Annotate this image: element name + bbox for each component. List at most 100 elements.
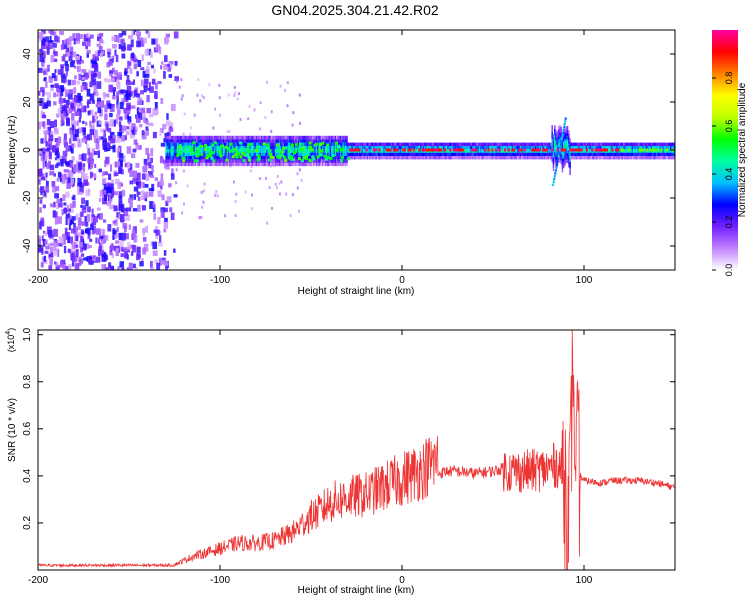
heatmap-cell: [555, 160, 557, 164]
heatmap-cell: [564, 135, 566, 139]
heatmap-cell: [319, 159, 322, 163]
heatmap-cell: [551, 125, 553, 129]
heatmap-cell: [262, 149, 264, 153]
heatmap-cell: [46, 65, 49, 70]
heatmap-cell: [238, 92, 240, 96]
heatmap-cell: [352, 152, 355, 156]
heatmap-cell: [384, 149, 387, 153]
heatmap-cell: [87, 99, 92, 104]
heatmap-cell: [644, 156, 646, 160]
heatmap-cell: [250, 159, 253, 163]
heatmap-cell: [202, 142, 204, 146]
heatmap-cell: [266, 152, 268, 156]
heatmap-cell: [566, 159, 569, 163]
heatmap-cell: [569, 141, 571, 145]
heatmap-cell: [76, 108, 81, 112]
heatmap-cell: [116, 139, 121, 143]
heatmap-cell: [261, 142, 263, 146]
heatmap-cell: [194, 135, 197, 140]
heatmap-peak: [483, 148, 487, 152]
heatmap-cell: [635, 145, 638, 150]
x-tick-label: 100: [576, 575, 593, 586]
heatmap-cell: [337, 135, 339, 140]
heatmap-cell: [669, 156, 672, 160]
heatmap-cell: [182, 152, 184, 156]
heatmap-cell: [301, 162, 304, 167]
heatmap-cell: [583, 142, 585, 146]
heatmap-cell: [86, 51, 89, 58]
heatmap-cell: [543, 142, 546, 146]
heatmap-cell: [518, 156, 520, 160]
heatmap-cell: [566, 142, 569, 147]
heatmap-cell: [89, 34, 94, 39]
heatmap-cell: [303, 149, 305, 153]
heatmap-cell: [271, 145, 273, 150]
heatmap-speck: [290, 156, 294, 160]
heatmap-cell: [513, 152, 515, 156]
heatmap-cell: [394, 142, 397, 146]
heatmap-cell: [197, 162, 199, 167]
heatmap-cell: [616, 152, 618, 156]
heatmap-cell: [192, 145, 194, 150]
heatmap-cell: [504, 152, 506, 156]
heatmap-cell: [351, 156, 353, 160]
heatmap-cell: [189, 159, 192, 163]
heatmap-cell: [554, 142, 556, 146]
heatmap-cell: [430, 145, 432, 150]
heatmap-cell: [314, 135, 317, 140]
heatmap-cell: [306, 159, 309, 163]
heatmap-cell: [69, 51, 73, 55]
heatmap-cell: [413, 142, 416, 146]
heatmap-cell: [514, 145, 517, 150]
heatmap-cell: [240, 159, 243, 163]
heatmap-cell: [501, 142, 504, 146]
heatmap-cell: [61, 265, 66, 269]
heatmap-cell: [545, 145, 547, 150]
heatmap-cell: [543, 145, 546, 150]
heatmap-cell: [630, 142, 632, 146]
heatmap-cell: [272, 142, 274, 146]
heatmap-cell: [281, 142, 283, 146]
heatmap-cell: [462, 152, 464, 156]
heatmap-cell: [88, 157, 92, 163]
heatmap-cell: [291, 149, 294, 153]
heatmap-cell: [132, 54, 136, 60]
heatmap-cell: [627, 156, 630, 160]
heatmap-cell: [588, 152, 590, 156]
heatmap-cell: [424, 152, 426, 156]
heatmap-cell: [525, 145, 528, 150]
heatmap-cell: [468, 142, 471, 146]
heatmap-cell: [188, 162, 190, 167]
heatmap-cell: [299, 139, 301, 143]
heatmap-cell: [155, 108, 159, 115]
heatmap-cell: [124, 111, 128, 120]
heatmap-cell: [505, 149, 508, 153]
heatmap-cell: [49, 257, 53, 265]
heatmap-cell: [94, 56, 99, 61]
figure-title: GN04.2025.304.21.42.R02: [271, 2, 439, 18]
heatmap-cell: [217, 152, 220, 156]
heatmap-peak: [545, 148, 548, 152]
heatmap-cell: [410, 142, 412, 146]
heatmap-cell: [329, 159, 332, 163]
heatmap-cell: [85, 121, 88, 126]
y-tick-label: 0.4: [22, 468, 33, 482]
heatmap-cell: [653, 145, 655, 150]
heatmap-cell: [165, 33, 171, 38]
heatmap-cell: [51, 73, 56, 79]
heatmap-cell: [216, 162, 218, 167]
heatmap-cell: [102, 229, 105, 236]
heatmap-cell: [114, 49, 117, 56]
heatmap-cell: [244, 156, 246, 160]
heatmap-cell: [531, 156, 533, 160]
heatmap-cell: [338, 159, 341, 163]
heatmap-cell: [213, 145, 216, 150]
heatmap-cell: [345, 149, 347, 153]
heatmap-cell: [362, 152, 365, 156]
heatmap-cell: [283, 135, 286, 140]
heatmap-cell: [359, 142, 361, 146]
heatmap-cell: [100, 53, 103, 58]
heatmap-cell: [171, 142, 174, 146]
heatmap-cell: [86, 36, 91, 44]
heatmap-cell: [234, 162, 236, 167]
